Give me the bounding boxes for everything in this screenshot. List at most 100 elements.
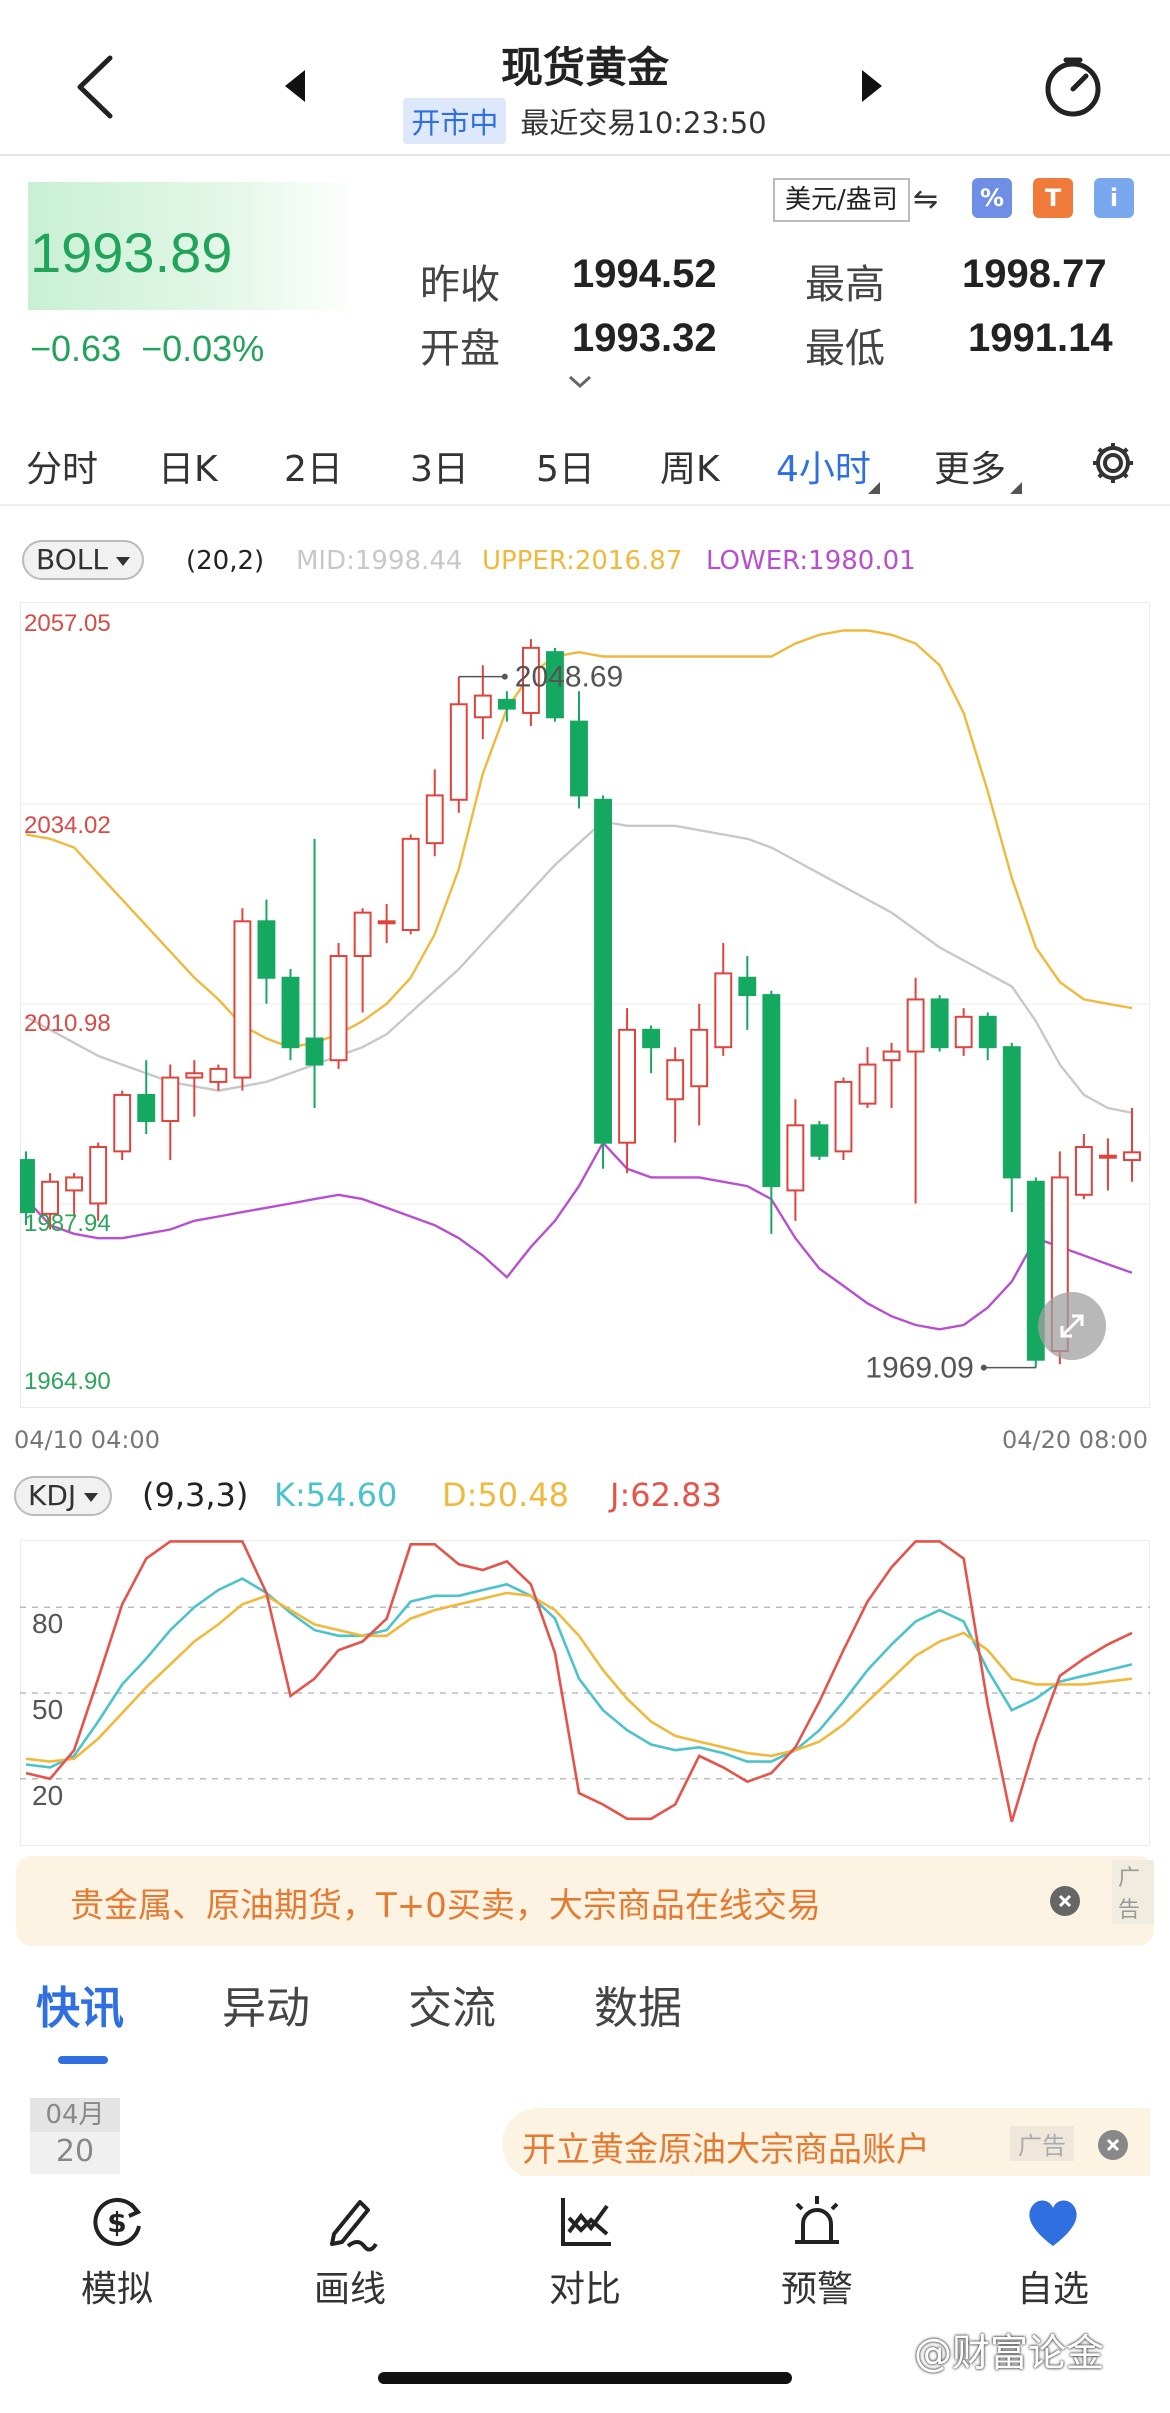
tab-movement[interactable]: 异动 [222, 1983, 310, 2034]
kdj-chart[interactable]: 80 50 20 [20, 1540, 1150, 1846]
candle [425, 769, 444, 857]
text-icon[interactable]: T [1033, 178, 1073, 218]
market-status-badge: 开市中 [403, 98, 507, 144]
period-tabs: 分时 日K 2日 3日 5日 周K 4小时 更多 [0, 420, 1170, 506]
candle [810, 1120, 829, 1161]
chevron-down-icon[interactable] [568, 374, 592, 390]
page-title: 现货黄金 [500, 43, 669, 92]
expand-icon [1060, 1314, 1084, 1338]
candle [714, 943, 733, 1056]
tab-4hour[interactable]: 4小时 [776, 449, 871, 490]
candle-body [449, 703, 468, 801]
tab-5day[interactable]: 5日 [536, 449, 595, 490]
candle [570, 691, 588, 809]
max-price-label: 2048.69 [515, 661, 623, 694]
kdj-params: (9,3,3) [142, 1476, 249, 1514]
tab-discussion[interactable]: 交流 [408, 1983, 496, 2034]
home-indicator[interactable] [378, 2372, 792, 2384]
watermark-text: @财富论金 [914, 2331, 1105, 2375]
candle [161, 1064, 180, 1161]
account-ad[interactable]: 开立黄金原油大宗商品账户 广告 [502, 2108, 1150, 2180]
candle-body [137, 1093, 156, 1122]
tab-more[interactable]: 更多 [934, 449, 1007, 490]
candle-body [882, 1050, 901, 1062]
candle-body [666, 1059, 685, 1101]
candle [594, 795, 612, 1169]
boll-params: (20,2) [186, 546, 265, 576]
candle-body [281, 976, 300, 1049]
fullscreen-button[interactable] [1038, 1292, 1106, 1360]
nav-header: 现货黄金 开市中 最近交易10:23:50 [0, 0, 1170, 156]
back-arrow-icon[interactable] [70, 52, 120, 122]
candle-body [978, 1015, 997, 1049]
candle-body [329, 955, 348, 1062]
candle-body [570, 720, 588, 797]
prev-symbol-icon[interactable] [285, 70, 305, 102]
candle-body [401, 837, 420, 931]
refresh-timer-icon[interactable] [1042, 56, 1104, 118]
percent-icon[interactable]: % [972, 178, 1012, 218]
currency-unit-button[interactable]: 美元/盎司 [773, 178, 910, 222]
ad-banner[interactable]: 贵金属、原油期货，T+0买卖，大宗商品在线交易 广告 [16, 1856, 1154, 1946]
gear-icon[interactable] [1090, 440, 1136, 486]
trade-status: 开市中 最近交易10:23:50 [0, 98, 1170, 144]
high-value: 1998.77 [962, 252, 1107, 296]
candle [20, 1151, 35, 1226]
quote-panel: 1993.89 −0.63 −0.03% 美元/盎司 ⇋ % T i 昨收 19… [0, 160, 1170, 400]
draw-line-button[interactable]: 画线 [275, 2190, 425, 2312]
ad-text[interactable]: 开立黄金原油大宗商品账户 [522, 2130, 930, 2170]
boll-mid-line [25, 820, 1133, 1114]
toolbar-label: 模拟 [80, 2269, 153, 2310]
compare-button[interactable]: 对比 [510, 2190, 660, 2312]
max-marker-dot [501, 673, 508, 680]
tab-2day[interactable]: 2日 [284, 449, 343, 490]
tab-data[interactable]: 数据 [594, 1983, 682, 2034]
min-marker-dot [980, 1364, 987, 1371]
kdj-selector[interactable]: KDJ [14, 1476, 113, 1516]
candle [233, 908, 252, 1091]
kdj-level-label: 80 [32, 1608, 63, 1639]
open-label: 开盘 [420, 326, 500, 372]
info-icon[interactable]: i [1094, 178, 1134, 218]
boll-selector[interactable]: BOLL [22, 540, 144, 580]
ad-text[interactable]: 贵金属、原油期货，T+0买卖，大宗商品在线交易 [70, 1886, 821, 1926]
candle-body [161, 1076, 180, 1122]
candle [978, 1012, 997, 1061]
kdj-d-value: D:50.48 [442, 1476, 570, 1514]
candle-body [305, 1037, 324, 1066]
prev-close-label: 昨收 [420, 262, 500, 308]
kdj-d-line [25, 1591, 1133, 1763]
candle-body [786, 1124, 805, 1192]
kdj-k-value: K:54.60 [274, 1476, 398, 1514]
candlestick-chart[interactable]: 2048.69 1969.09 [20, 602, 1150, 1408]
price-highlight [28, 182, 358, 310]
simulate-button[interactable]: $ 模拟 [42, 2190, 192, 2312]
candle [65, 1173, 84, 1217]
candle [1002, 1042, 1021, 1213]
candle-body [233, 920, 252, 1079]
swap-icon[interactable]: ⇋ [913, 182, 939, 217]
alert-button[interactable]: 预警 [742, 2190, 892, 2312]
candle [786, 1099, 805, 1221]
news-month: 04月 [30, 2098, 120, 2132]
change-percent: −0.03% [141, 328, 265, 369]
next-symbol-icon[interactable] [862, 70, 882, 102]
tab-3day[interactable]: 3日 [410, 449, 469, 490]
candle-body [810, 1124, 829, 1157]
y-axis-label: 2057.05 [24, 610, 111, 637]
min-price-label: 1969.09 [865, 1352, 973, 1385]
candle [930, 995, 949, 1052]
tab-daily[interactable]: 日K [158, 449, 218, 490]
dollar-cycle-icon: $ [93, 2197, 142, 2246]
candle-body [930, 998, 949, 1049]
tab-weekly[interactable]: 周K [660, 449, 720, 490]
y-axis-label: 2034.02 [24, 812, 111, 839]
close-icon[interactable] [1050, 1886, 1080, 1916]
close-icon[interactable] [1098, 2130, 1128, 2160]
candle-body [41, 1180, 59, 1215]
candle [882, 1042, 901, 1108]
news-day: 20 [55, 2134, 95, 2169]
tab-minute[interactable]: 分时 [26, 449, 99, 490]
watchlist-button[interactable]: 自选 [978, 2190, 1128, 2312]
tab-flash-news[interactable]: 快讯 [36, 1983, 124, 2034]
